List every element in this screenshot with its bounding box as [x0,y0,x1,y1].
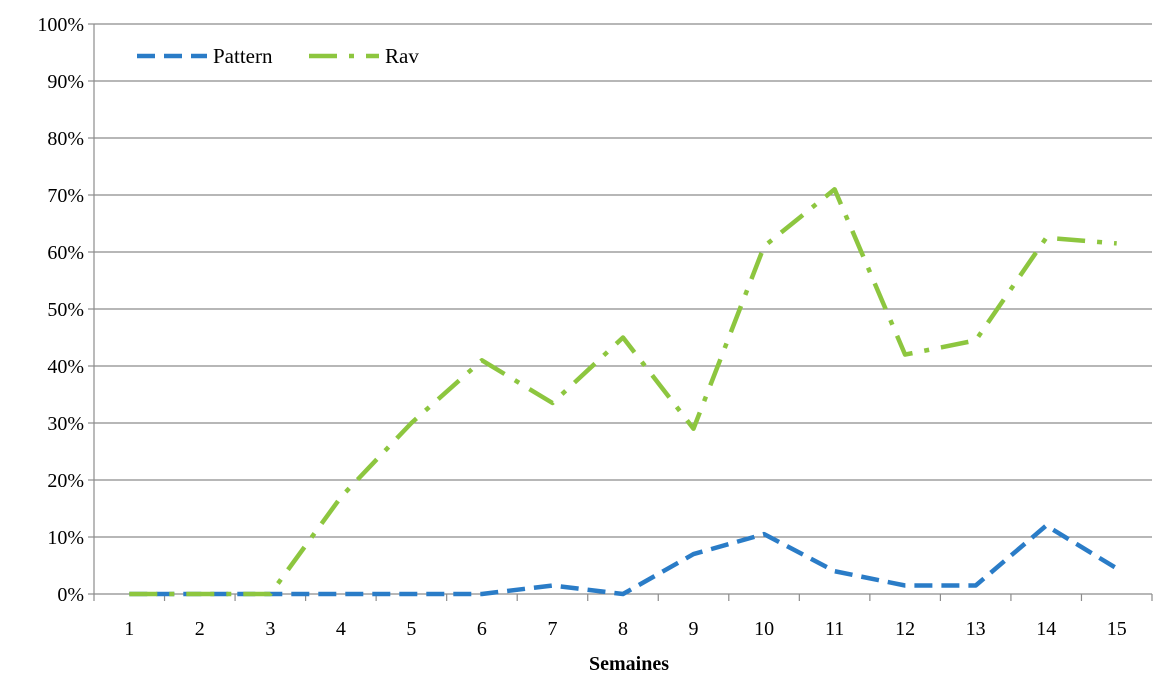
y-tick-label: 80% [47,128,84,150]
x-tick-label: 7 [547,618,557,640]
series-line-rav [129,187,1117,597]
y-tick-label: 50% [47,299,84,321]
y-tick-label: 60% [47,242,84,264]
y-tick-label: 20% [47,470,84,492]
x-tick-label: 4 [336,618,346,640]
legend-label-rav: Rav [385,44,419,68]
x-tick-label: 2 [195,618,205,640]
series-lines [129,187,1118,597]
x-tick-label: 15 [1107,618,1127,640]
y-tick-label: 90% [47,71,84,93]
x-axis-title: Semaines [589,653,669,673]
legend: Pattern Rav [137,44,419,68]
y-tick-label: 30% [47,413,84,435]
y-tick-label: 70% [47,185,84,207]
x-tick-label: 11 [825,618,844,640]
legend-label-pattern: Pattern [213,44,273,68]
x-tick-label: 9 [689,618,699,640]
x-axis-tick-labels: 1 2 3 4 5 6 7 8 9 10 11 12 13 14 15 [124,618,1126,640]
y-tick-label: 40% [47,356,84,378]
y-tick-label: 10% [47,527,84,549]
x-tick-label: 5 [406,618,416,640]
y-tick-label: 100% [37,14,84,36]
x-tick-label: 13 [966,618,986,640]
x-tick-label: 12 [895,618,915,640]
x-tick-label: 8 [618,618,628,640]
gridlines [94,23,1152,538]
series-line-pattern [129,523,1118,597]
x-tick-label: 3 [265,618,275,640]
x-tick-label: 1 [124,618,134,640]
x-tick-label: 14 [1036,618,1056,640]
x-tick-label: 10 [754,618,774,640]
y-tick-label: 0% [57,584,84,606]
x-tick-label: 6 [477,618,487,640]
y-axis-tick-labels: 0% 10% 20% 30% 40% 50% 60% 70% 80% 90% 100% [37,14,84,606]
